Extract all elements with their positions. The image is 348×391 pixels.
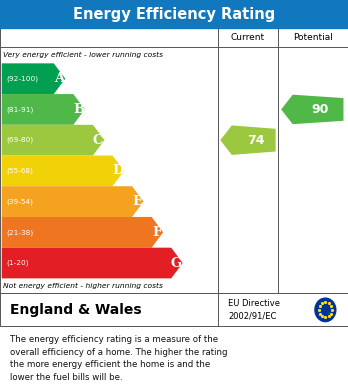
Text: D: D <box>112 164 124 178</box>
Polygon shape <box>220 126 276 155</box>
Polygon shape <box>2 156 124 186</box>
Text: (1-20): (1-20) <box>6 260 29 266</box>
Bar <box>0 293 348 326</box>
Text: Potential: Potential <box>293 33 333 42</box>
Text: B: B <box>73 103 84 116</box>
Text: (92-100): (92-100) <box>6 75 38 82</box>
Text: A: A <box>54 72 64 85</box>
Bar <box>0 0 348 28</box>
Text: Current: Current <box>231 33 265 42</box>
Text: Energy Efficiency Rating: Energy Efficiency Rating <box>73 7 275 22</box>
Text: E: E <box>132 195 142 208</box>
Text: Very energy efficient - lower running costs: Very energy efficient - lower running co… <box>3 52 164 58</box>
Text: Not energy efficient - higher running costs: Not energy efficient - higher running co… <box>3 283 163 289</box>
Polygon shape <box>2 217 163 248</box>
Text: 74: 74 <box>247 134 264 147</box>
Text: (39-54): (39-54) <box>6 198 33 205</box>
Text: The energy efficiency rating is a measure of the
overall efficiency of a home. T: The energy efficiency rating is a measur… <box>10 335 228 382</box>
Text: EU Directive
2002/91/EC: EU Directive 2002/91/EC <box>228 300 280 320</box>
Text: (21-38): (21-38) <box>6 229 33 235</box>
Polygon shape <box>281 95 343 124</box>
Text: England & Wales: England & Wales <box>10 303 142 317</box>
Polygon shape <box>2 186 144 217</box>
Text: (55-68): (55-68) <box>6 168 33 174</box>
Circle shape <box>315 298 336 321</box>
Polygon shape <box>2 248 183 278</box>
Polygon shape <box>2 63 65 94</box>
Polygon shape <box>2 125 104 156</box>
Text: C: C <box>93 134 103 147</box>
Text: (81-91): (81-91) <box>6 106 33 113</box>
Text: G: G <box>171 256 182 269</box>
Bar <box>0 28 348 293</box>
Polygon shape <box>2 94 85 125</box>
Text: F: F <box>152 226 161 239</box>
Text: 90: 90 <box>311 103 329 116</box>
Text: (69-80): (69-80) <box>6 137 33 143</box>
